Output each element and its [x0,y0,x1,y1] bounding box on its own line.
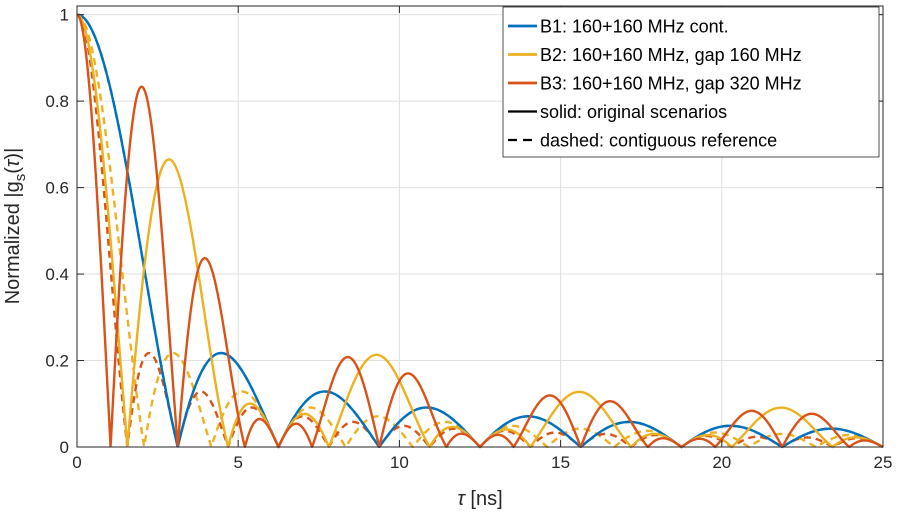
legend-box [502,6,880,158]
x-tick-label-0: 0 [72,453,81,472]
x-tick-label-1: 5 [233,453,242,472]
legend-label-3: solid: original scenarios [540,102,727,122]
x-tick-label-4: 20 [712,453,731,472]
y-tick-label-2: 0.4 [45,265,69,284]
legend-label-0: B1: 160+160 MHz cont. [540,17,729,37]
y-tick-label-3: 0.6 [45,179,69,198]
x-axis-label: τ [ns] [457,488,502,510]
x-tick-label-2: 10 [390,453,409,472]
x-tick-label-3: 15 [551,453,570,472]
y-axis-label: Normalized |gs(τ)| [2,148,29,305]
legend-label-2: B3: 160+160 MHz, gap 320 MHz [540,74,802,94]
legend-label-1: B2: 160+160 MHz, gap 160 MHz [540,45,802,65]
y-tick-label-4: 0.8 [45,92,69,111]
y-tick-label-1: 0.2 [45,352,69,371]
x-tick-label-5: 25 [874,453,893,472]
y-tick-label-0: 0 [60,438,69,457]
legend: B1: 160+160 MHz cont. B2: 160+160 MHz, ga… [502,6,880,158]
ticks: 0 5 10 15 20 25 0 0.2 0.4 0.6 0.8 1 [45,6,892,472]
legend-label-4: dashed: contiguous reference [540,131,777,151]
plot-frame [76,5,884,448]
y-tick-label-5: 1 [60,6,69,25]
